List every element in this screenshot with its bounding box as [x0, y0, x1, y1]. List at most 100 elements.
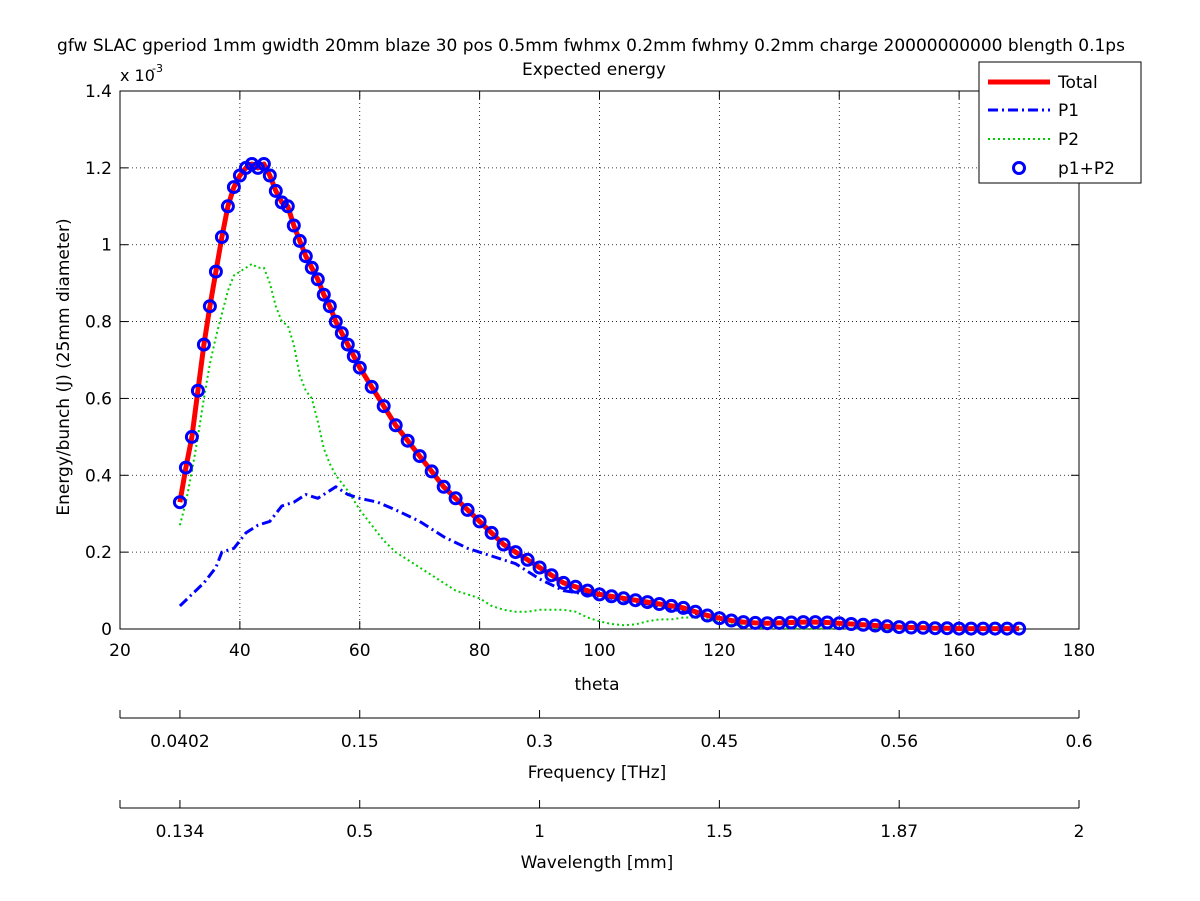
secondary-axis-tick-label: 0.6: [1065, 732, 1092, 752]
series-point-p1-p2: [544, 568, 559, 583]
chart-subtitle: Expected energy: [522, 60, 666, 80]
wavelength-axis-label: Wavelength [mm]: [521, 853, 674, 873]
x-tick-label: 160: [943, 641, 975, 661]
series-point-p1-p2: [556, 575, 571, 590]
x-tick-label: 80: [469, 641, 491, 661]
series-point-p1-p2: [190, 383, 205, 398]
series-point-p1-p2: [1012, 621, 1027, 636]
y-tick-label: 1: [101, 236, 112, 256]
series-point-p1-p2: [328, 314, 343, 329]
x-tick-label: 100: [583, 641, 615, 661]
legend-label-total: Total: [1057, 73, 1098, 93]
x-tick-label: 180: [1063, 641, 1095, 661]
secondary-axis-tick-label: 0.3: [526, 732, 553, 752]
legend-label-p1: P1: [1058, 101, 1079, 121]
series-point-p1-p2: [472, 514, 487, 529]
series-point-p1-p2: [388, 418, 403, 433]
series-point-p1-p2: [568, 579, 583, 594]
series-point-p1-p2: [184, 429, 199, 444]
series-group: [172, 157, 1027, 636]
series-point-p1-p2: [196, 337, 211, 352]
x-tick-label: 140: [823, 641, 855, 661]
series-point-p1-p2: [484, 525, 499, 540]
series-line-p2: [178, 262, 1020, 630]
y-tick-labels: 0 0.2 0.4 0.6 0.8 1 1.2 1.4: [85, 82, 112, 640]
y-tick-label: 0.8: [85, 313, 112, 333]
x-tick-labels: 20 40 60 80 100 120 140 160 180: [109, 641, 1095, 661]
secondary-axis-tick-label: 2: [1074, 822, 1085, 842]
y-exponent-base: x 10: [120, 66, 155, 85]
series-point-p1-p2: [364, 379, 379, 394]
series-point-p1-p2: [292, 233, 307, 248]
x-tick-label: 60: [349, 641, 371, 661]
frequency-axis: 0.0402 0.15 0.3 0.45 0.56 0.6: [119, 710, 1093, 752]
series-point-p1-p2: [220, 199, 235, 214]
series-point-p1-p2: [280, 199, 295, 214]
secondary-axis-tick-label: 1.87: [880, 822, 918, 842]
x-axis-label: theta: [575, 675, 620, 695]
series-point-p1-p2: [298, 249, 313, 264]
series-point-p1-p2: [508, 545, 523, 560]
secondary-axis-tick-label: 0.0402: [150, 732, 209, 752]
x-tick-label: 40: [229, 641, 251, 661]
series-point-p1-p2: [400, 433, 415, 448]
y-exponent-power: -3: [152, 62, 163, 75]
series-line-total: [177, 161, 1020, 632]
y-tick-label: 0.4: [85, 466, 112, 486]
secondary-axis-tick-label: 1.5: [706, 822, 733, 842]
series-point-p1-p2: [340, 337, 355, 352]
secondary-axis-tick-label: 0.134: [156, 822, 205, 842]
legend-swatch-p1p2: [1012, 161, 1026, 175]
secondary-axis-tick-label: 0.5: [346, 822, 373, 842]
series-point-p1-p2: [412, 449, 427, 464]
x-tick-label: 120: [703, 641, 735, 661]
series-point-p1-p2: [532, 560, 547, 575]
series-point-p1-p2: [214, 230, 229, 244]
series-point-p1-p2: [208, 264, 223, 279]
series-point-p1-p2: [172, 495, 187, 510]
y-tick-label: 0.6: [85, 389, 112, 409]
series-point-p1-p2: [262, 168, 277, 183]
secondary-axis-tick-label: 0.15: [341, 732, 379, 752]
y-tick-label: 1.4: [85, 82, 112, 102]
series-point-p1-p2: [700, 608, 715, 623]
series-point-p1-p2: [304, 260, 319, 275]
y-tick-label: 0: [101, 620, 112, 640]
axis-ticks: [119, 90, 1080, 630]
series-point-p1-p2: [202, 299, 217, 314]
series-point-p1-p2: [352, 360, 367, 375]
series-point-p1-p2: [448, 491, 463, 506]
series-point-p1-p2: [424, 464, 439, 479]
chart-title: gfw SLAC gperiod 1mm gwidth 20mm blaze 3…: [57, 36, 1125, 56]
series-point-p1-p2: [322, 299, 337, 314]
y-axis-label: Energy/bunch (J) (25mm diameter): [54, 218, 74, 515]
series-point-p1-p2: [226, 180, 241, 195]
series-point-p1-p2: [334, 326, 349, 341]
series-point-p1-p2: [310, 272, 325, 287]
wavelength-axis: 0.134 0.5 1 1.5 1.87 2: [119, 800, 1085, 842]
x-tick-label: 20: [109, 641, 131, 661]
secondary-axis-tick-label: 0.56: [880, 732, 918, 752]
legend-label-p2: P2: [1058, 130, 1079, 150]
legend-label-p1p2: p1+P2: [1058, 159, 1115, 179]
series-point-p1-p2: [520, 552, 535, 567]
series-point-p1-p2: [256, 157, 271, 171]
series-point-p1-p2: [316, 287, 331, 302]
series-point-p1-p2: [688, 604, 703, 619]
series-point-p1-p2: [460, 502, 475, 517]
grid-lines: [120, 91, 1079, 629]
series-point-p1-p2: [436, 479, 451, 494]
series-point-p1-p2: [178, 460, 193, 475]
y-tick-label: 0.2: [85, 543, 112, 563]
series-point-p1-p2: [286, 218, 301, 233]
series-point-p1-p2: [268, 183, 283, 198]
series-point-p1-p2: [580, 583, 595, 598]
series-point-p1-p2: [676, 600, 691, 615]
series-point-p1-p2: [376, 399, 391, 414]
series-point-p1-p2: [496, 537, 511, 552]
series-point-p1-p2: [346, 349, 361, 364]
secondary-axis-tick-label: 1: [534, 822, 545, 842]
secondary-axis-tick-label: 0.45: [700, 732, 738, 752]
legend: Total P1 P2 p1+P2: [978, 61, 1142, 184]
